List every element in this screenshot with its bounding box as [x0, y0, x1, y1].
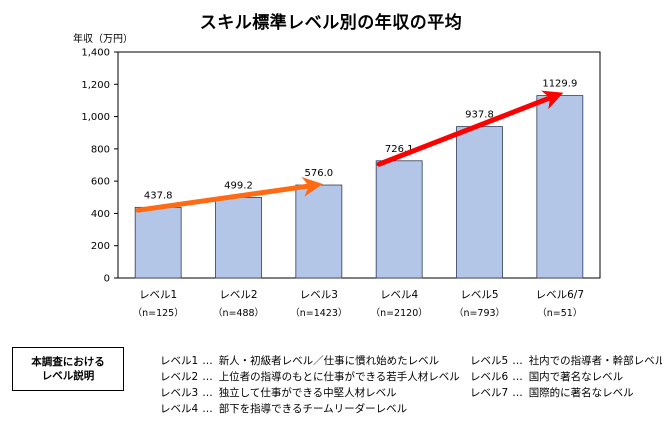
- y-tick-label: 1,200: [81, 80, 110, 91]
- data-label: 937.8: [465, 110, 494, 121]
- sample-size-label: （n=2120）: [371, 307, 428, 319]
- x-tick-label: レベル4: [380, 289, 418, 301]
- level-desc-3: レベル3… 独立して仕事ができる中堅人材レベル: [160, 386, 397, 400]
- x-tick-label: レベル3: [300, 289, 338, 301]
- level-description: 独立して仕事ができる中堅人材レベル: [218, 387, 397, 399]
- level-dots: …: [202, 371, 213, 383]
- level-description: 部下を指導できるチームリーダーレベル: [218, 403, 408, 415]
- data-label: 499.2: [224, 180, 253, 191]
- bar-5: [456, 126, 503, 279]
- sample-size-label: （n=488）: [213, 307, 264, 319]
- level-name: レベル3: [160, 387, 199, 399]
- x-tick-label: レベル2: [219, 289, 257, 301]
- bar-2: [215, 197, 262, 279]
- data-label: 437.8: [144, 190, 173, 201]
- x-tick-label: レベル6/7: [536, 289, 584, 301]
- y-tick-label: 1,000: [81, 112, 110, 123]
- level-description: 上位者の指導のもとに仕事ができる若手人材レベル: [218, 371, 460, 383]
- trend-arrow-1: [135, 176, 323, 213]
- level-desc-4: レベル4… 部下を指導できるチームリーダーレベル: [160, 402, 407, 416]
- level-dots: …: [512, 387, 523, 399]
- level-desc-1: レベル1… 新人・初級者レベル／仕事に慣れ始めたレベル: [160, 354, 439, 368]
- sample-size-label: （n=125）: [133, 307, 184, 319]
- y-tick-label: 1,400: [81, 48, 110, 59]
- y-tick-label: 0: [104, 274, 110, 285]
- level-name: レベル6: [470, 371, 509, 383]
- level-dots: …: [202, 387, 213, 399]
- data-label: 726.1: [385, 144, 414, 155]
- data-label: 576.0: [305, 168, 334, 179]
- level-description: 国内で著名なレベル: [528, 371, 624, 383]
- level-name: レベル2: [160, 371, 199, 383]
- level-name: レベル4: [160, 403, 199, 415]
- y-tick-label: 600: [91, 177, 110, 188]
- level-dots: …: [512, 355, 523, 367]
- y-tick-label: 200: [91, 241, 110, 252]
- level-description: 社内での指導者・幹部レベル: [528, 355, 662, 367]
- bar-3: [295, 184, 343, 279]
- legend-heading-line1: 本調査における: [31, 356, 105, 368]
- level-name: レベル1: [160, 355, 199, 367]
- level-dots: …: [512, 371, 523, 383]
- bar-4: [375, 160, 423, 279]
- level-description: 新人・初級者レベル／仕事に慣れ始めたレベル: [218, 355, 440, 367]
- sample-size-label: （n=793）: [454, 307, 505, 319]
- y-tick-label: 400: [91, 209, 110, 220]
- level-name: レベル7: [470, 387, 509, 399]
- level-description: 国際的に著名なレベル: [528, 387, 634, 399]
- bar-chart: 0 200 400 600 800 1,000 1,200 1,400 437.8 499.2 57…: [81, 48, 601, 319]
- level-name: レベル5: [470, 355, 509, 367]
- x-tick-label: レベル1: [139, 289, 177, 301]
- level-legend-heading: 本調査における レベル説明: [12, 347, 124, 391]
- level-desc-5: レベル5… 社内での指導者・幹部レベル: [470, 354, 662, 368]
- bar-6: [536, 95, 584, 279]
- plot-area-frame: [117, 51, 601, 279]
- level-dots: …: [202, 355, 213, 367]
- y-tick-label: 800: [91, 144, 110, 155]
- trend-arrow-2: [376, 90, 564, 167]
- sample-size-label: （n=51）: [537, 307, 582, 319]
- x-tick-label: レベル5: [460, 289, 498, 301]
- y-axis-unit-label: 年収（万円）: [73, 34, 133, 45]
- chart-title: スキル標準レベル別の年収の平均: [199, 13, 463, 33]
- legend-heading-line2: レベル説明: [41, 370, 95, 382]
- sample-size-label: （n=1423）: [290, 307, 347, 319]
- level-desc-2: レベル2… 上位者の指導のもとに仕事ができる若手人材レベル: [160, 370, 460, 384]
- bar-1: [134, 206, 182, 279]
- level-desc-6: レベル6… 国内で著名なレベル: [470, 370, 623, 384]
- data-label: 1129.9: [542, 79, 577, 90]
- level-desc-7: レベル7… 国際的に著名なレベル: [470, 386, 634, 400]
- level-dots: …: [202, 403, 213, 415]
